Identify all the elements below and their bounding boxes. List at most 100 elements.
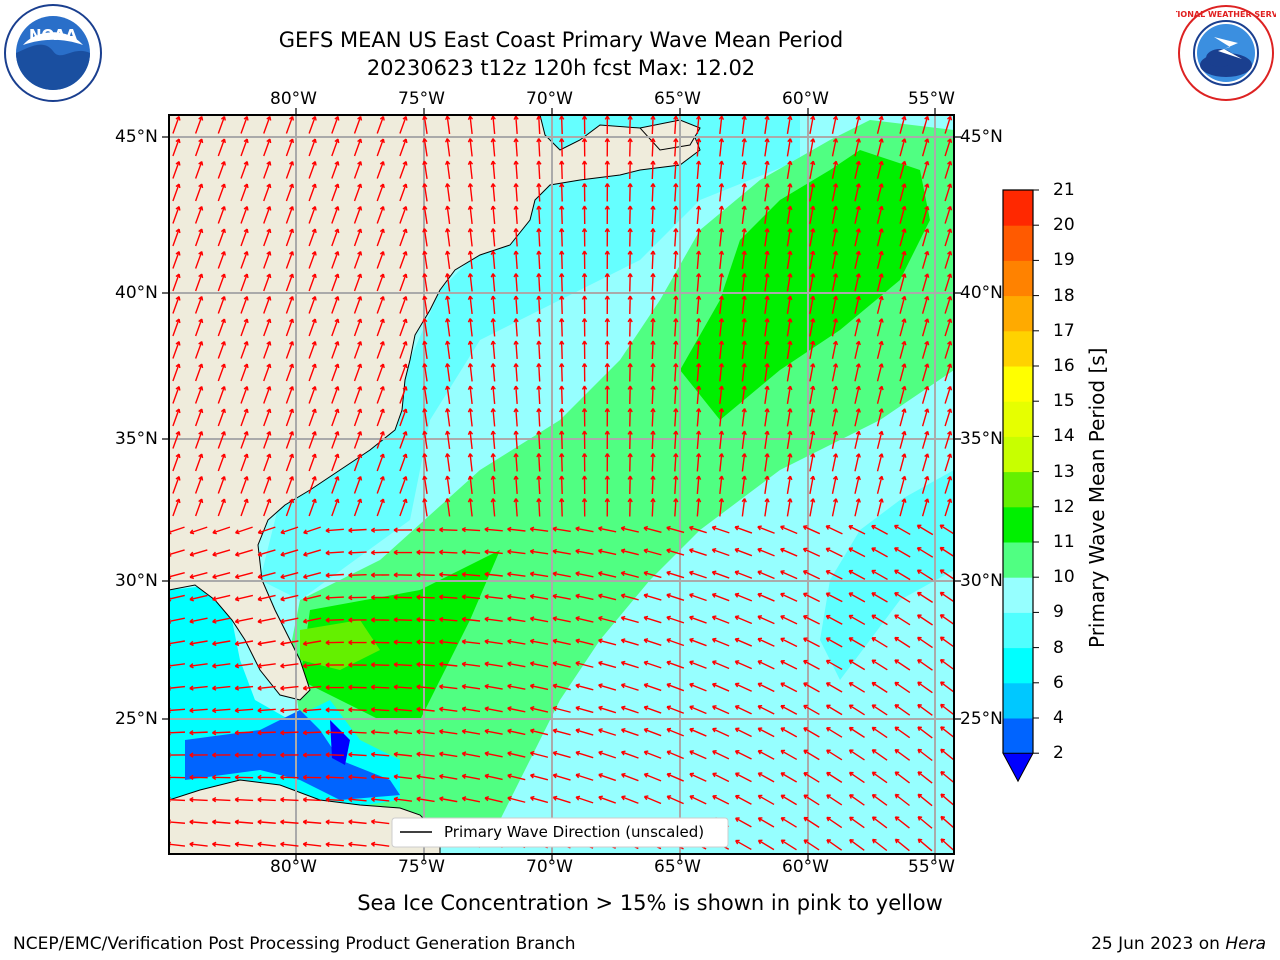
- colorbar-segment: [1003, 682, 1033, 719]
- colorbar-segment: [1003, 401, 1033, 437]
- wave-arrow: [217, 498, 226, 517]
- wave-arrow: [280, 752, 299, 758]
- wave-arrow: [575, 548, 594, 555]
- wave-arrow: [513, 183, 519, 202]
- wave-arrow: [764, 115, 770, 135]
- wave-arrow: [575, 683, 594, 691]
- wave-direction-arrows: [169, 115, 954, 852]
- wave-arrow: [348, 796, 367, 803]
- wave-arrow: [172, 115, 181, 134]
- colorbar-segment: [1003, 436, 1033, 473]
- wave-arrow: [302, 774, 322, 781]
- wave-arrow: [240, 228, 249, 247]
- legend-label: Primary Wave Direction (unscaled): [444, 823, 704, 841]
- wave-arrow: [917, 838, 933, 852]
- wave-arrow: [285, 115, 295, 134]
- wave-arrow: [416, 549, 435, 555]
- wave-arrow: [741, 183, 747, 202]
- wave-arrow: [848, 592, 866, 603]
- wave-arrow: [422, 250, 428, 270]
- wave-arrow: [831, 363, 839, 382]
- wave-arrow: [439, 684, 458, 690]
- wave-arrow: [376, 250, 385, 269]
- wave-arrow: [376, 318, 385, 337]
- wave-arrow: [194, 138, 204, 157]
- wave-arrow: [172, 228, 181, 247]
- wave-arrow: [757, 615, 775, 625]
- wave-arrow: [376, 228, 385, 247]
- wave-arrow: [257, 549, 276, 557]
- wave-arrow: [217, 453, 226, 472]
- wave-arrow: [627, 273, 633, 292]
- wave-arrow: [695, 340, 702, 360]
- wave-arrow: [285, 453, 295, 472]
- wave-arrow: [650, 205, 656, 225]
- wave-arrow: [439, 796, 458, 803]
- wave-arrow: [921, 363, 930, 382]
- wave-arrow: [507, 773, 526, 781]
- wave-arrow: [194, 228, 204, 247]
- wave-arrow: [393, 706, 413, 713]
- noaa-logo-text: NOAA: [29, 26, 78, 44]
- wave-arrow: [620, 660, 639, 669]
- wave-arrow: [559, 430, 565, 450]
- wave-arrow: [331, 453, 340, 472]
- wave-arrow: [194, 160, 204, 179]
- wave-arrow: [894, 704, 911, 716]
- wave-arrow: [575, 728, 594, 736]
- wave-arrow: [212, 752, 231, 758]
- wave-arrow: [302, 707, 322, 714]
- wave-arrow: [194, 183, 204, 202]
- wave-arrow: [257, 663, 276, 669]
- wave-arrow: [308, 318, 317, 337]
- wave-arrow: [444, 138, 451, 157]
- wave-arrow: [513, 138, 519, 157]
- wave-arrow: [308, 475, 317, 494]
- wave-arrow: [876, 138, 884, 157]
- wave-arrow: [764, 318, 770, 337]
- wave-arrow: [325, 639, 344, 646]
- wave-arrow: [764, 205, 770, 225]
- wave-arrow: [536, 408, 542, 427]
- wave-arrow: [831, 340, 839, 359]
- wave-arrow: [876, 408, 884, 427]
- wave-arrow: [604, 160, 610, 180]
- wave-arrow: [734, 705, 752, 715]
- wave-arrow: [944, 160, 953, 179]
- wave-arrow: [217, 385, 226, 404]
- wave-arrow: [263, 250, 272, 269]
- wave-arrow: [734, 637, 753, 647]
- wave-arrow: [848, 524, 866, 535]
- wave-arrow: [627, 183, 633, 202]
- wave-arrow: [944, 205, 953, 224]
- wave-arrow: [172, 408, 181, 427]
- wave-arrow: [484, 796, 503, 803]
- wave-arrow: [263, 498, 272, 517]
- wave-arrow: [416, 594, 435, 600]
- wave-arrow: [673, 430, 679, 450]
- wave-arrow: [559, 228, 565, 247]
- wave-arrow: [803, 749, 820, 761]
- wave-arrow: [439, 639, 458, 645]
- wave-arrow: [899, 115, 907, 134]
- wave-arrow: [536, 340, 542, 360]
- wave-arrow: [695, 475, 702, 495]
- wave-arrow: [764, 363, 770, 382]
- wave-arrow: [741, 363, 747, 382]
- wave-arrow: [399, 340, 408, 359]
- wave-arrow: [673, 340, 679, 360]
- wave-arrow: [234, 797, 254, 803]
- wave-arrow: [921, 115, 930, 134]
- wave-arrow: [370, 662, 390, 668]
- wave-arrow: [172, 295, 181, 314]
- wave-arrow: [212, 617, 231, 624]
- wave-arrow: [741, 250, 747, 270]
- wave-arrow: [854, 475, 861, 494]
- colorbar-tick-label: 12: [1053, 496, 1075, 517]
- wave-arrow: [559, 205, 565, 225]
- wave-arrow: [809, 498, 816, 517]
- wave-arrow: [353, 475, 363, 494]
- wave-arrow: [871, 659, 888, 671]
- wave-arrow: [461, 661, 481, 667]
- wave-arrow: [944, 228, 953, 247]
